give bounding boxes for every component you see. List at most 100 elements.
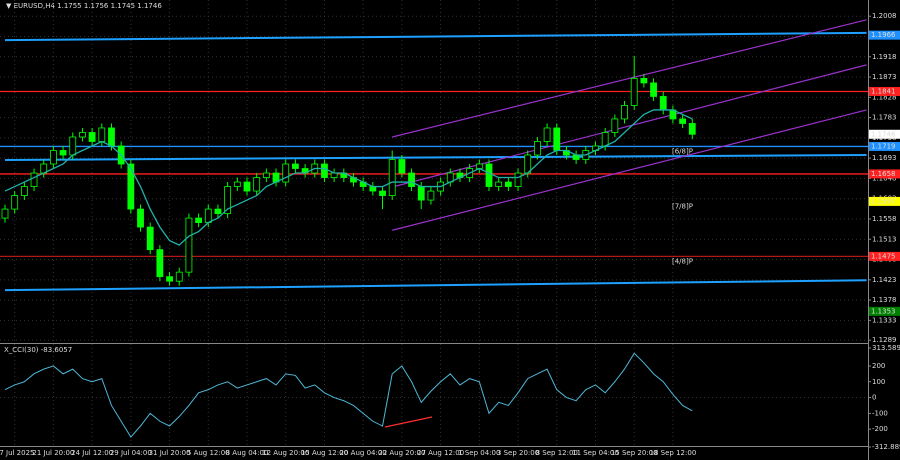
- candle-body: [485, 163, 493, 187]
- price-marker: [869, 30, 900, 40]
- candle-body: [398, 159, 406, 174]
- candle-body: [282, 163, 290, 183]
- trend-line: [4, 279, 867, 292]
- x-tick-label: 12 Aug 20:00: [262, 449, 309, 457]
- y-tick-label: 1.2008: [872, 12, 897, 20]
- candle-body: [146, 226, 154, 251]
- candle-body: [601, 132, 609, 147]
- trend-line: [4, 154, 867, 161]
- candle-body: [650, 82, 657, 97]
- candle-body: [253, 177, 261, 192]
- level-label: [6/8]P: [672, 147, 693, 155]
- candle-body: [679, 118, 686, 124]
- candle-body: [291, 163, 299, 169]
- candle-body: [630, 78, 638, 106]
- candle-body: [379, 190, 386, 196]
- candle-body: [185, 217, 193, 273]
- candle-body: [156, 249, 164, 278]
- x-tick-label: 11 Sep 04:00: [572, 449, 619, 457]
- x-tick-label: 24 Jul 12:00: [71, 449, 113, 457]
- price-marker: [869, 196, 900, 206]
- indicator-line: [4, 352, 693, 438]
- x-tick-label: 5 Aug 12:00: [187, 449, 230, 457]
- candle-body: [659, 96, 667, 111]
- y-tick-label: 1.1423: [872, 276, 897, 284]
- candle-body: [69, 136, 77, 156]
- candle-body: [98, 127, 106, 142]
- price-marker: [869, 86, 900, 96]
- candle-body: [330, 172, 338, 178]
- candle-body: [1, 208, 9, 219]
- price-marker-label: 1.1966: [871, 31, 896, 39]
- y-tick-label: 1.1378: [872, 296, 897, 304]
- y-tick-label: 1.1918: [872, 53, 897, 61]
- candle-body: [175, 271, 183, 282]
- y-tick-label: 200: [872, 362, 885, 370]
- price-marker-label: 1.1475: [871, 252, 896, 260]
- price-marker-label: 1.1658: [871, 170, 896, 178]
- price-marker: [869, 169, 900, 179]
- price-marker-label: 1.1841: [871, 87, 896, 95]
- x-tick-label: 27 Aug 12:00: [417, 449, 464, 457]
- y-tick-label: -200: [872, 425, 888, 433]
- candle-body: [243, 181, 251, 192]
- candle-body: [553, 127, 561, 151]
- price-marker-label: 1.1353: [871, 307, 896, 315]
- x-tick-label: 22 Aug 20:00: [378, 449, 425, 457]
- candle-body: [611, 118, 619, 133]
- candle-body: [30, 172, 38, 187]
- candle-body: [166, 276, 173, 282]
- price-marker: [869, 129, 900, 139]
- candle-body: [195, 217, 203, 223]
- indicator-title: X_CCI(30) -83.6057: [4, 346, 72, 354]
- x-tick-label: 18 Sep 12:00: [650, 449, 697, 457]
- x-tick-label: 1 Sep 04:00: [458, 449, 500, 457]
- price-marker-label: 1.1597: [871, 197, 896, 205]
- candle-body: [137, 208, 144, 228]
- y-tick-label: 1.1558: [872, 215, 897, 223]
- level-label: [7/8]P: [672, 202, 693, 210]
- x-tick-label: 17 Jul 2025: [0, 449, 34, 457]
- x-tick-label: 8 Aug 04:00: [226, 449, 269, 457]
- price-marker: [869, 141, 900, 151]
- price-marker: [869, 251, 900, 261]
- candle-body: [108, 127, 115, 147]
- candle-body: [388, 159, 396, 196]
- y-tick-label: -312.8897: [872, 443, 900, 451]
- moving-average: [4, 109, 693, 246]
- y-tick-label: 1.1828: [872, 93, 897, 101]
- candle-body: [495, 181, 503, 187]
- y-tick-label: 1.1333: [872, 316, 897, 324]
- x-tick-label: 29 Jul 04:00: [110, 449, 152, 457]
- level-label: [4/8]P: [672, 257, 693, 265]
- y-tick-label: 1.1693: [872, 154, 897, 162]
- candle-body: [640, 78, 648, 84]
- candle-body: [20, 186, 28, 196]
- price-marker-label: 1.1746: [871, 130, 896, 138]
- chart-title: ▼ EURUSD,H4 1.1755 1.1756 1.1745 1.1746: [6, 2, 162, 10]
- candle-body: [534, 141, 541, 156]
- candle-body: [504, 181, 512, 187]
- y-tick-label: 313.5897: [872, 344, 900, 352]
- candle-body: [621, 105, 628, 120]
- candle-body: [417, 186, 425, 201]
- candle-body: [572, 154, 580, 160]
- y-tick-label: 0: [872, 394, 876, 402]
- y-tick-label: 1.1783: [872, 114, 897, 122]
- candle-body: [59, 150, 67, 156]
- candle-body: [514, 172, 522, 187]
- candle-body: [427, 190, 435, 201]
- candle-body: [214, 208, 222, 214]
- candle-body: [321, 163, 328, 178]
- candle-body: [369, 186, 377, 192]
- candle-body: [543, 127, 551, 142]
- y-tick-label: 1.1648: [872, 174, 897, 182]
- candle-body: [204, 208, 212, 223]
- y-tick-label: 1.1289: [872, 336, 897, 344]
- price-marker-label: 1.1719: [871, 142, 896, 150]
- trend-line: [392, 109, 867, 231]
- y-tick-label: 1.1873: [872, 73, 897, 81]
